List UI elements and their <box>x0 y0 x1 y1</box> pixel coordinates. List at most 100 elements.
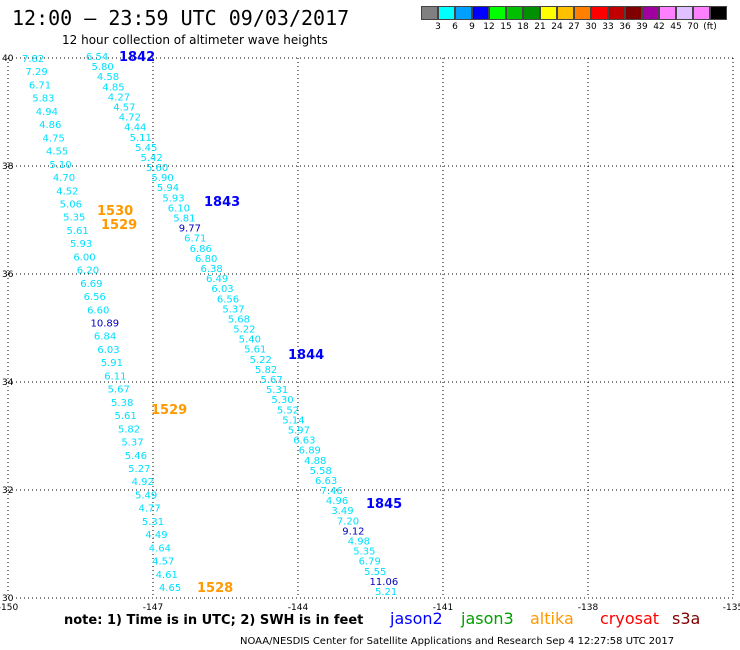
wave-height-value: 5.80 <box>91 62 113 73</box>
scale-tick-label: 33 <box>602 22 614 32</box>
wave-height-value: 4.61 <box>156 570 178 581</box>
wave-height-value: 9.12 <box>342 526 364 537</box>
wave-height-value: 6.80 <box>195 254 217 265</box>
wave-height-value: 4.57 <box>152 557 174 568</box>
wave-height-value: 4.75 <box>43 133 65 144</box>
scale-unit: (ft) <box>703 22 717 32</box>
wave-height-value: 4.85 <box>102 82 124 93</box>
scale-tick-label: 45 <box>670 22 682 32</box>
wave-height-value: 5.83 <box>32 94 54 105</box>
wave-height-value: 5.22 <box>250 355 272 366</box>
scale-swatch <box>642 6 659 20</box>
y-tick-label: 36 <box>2 270 14 280</box>
y-tick-label: 30 <box>2 594 14 604</box>
wave-height-value: 4.55 <box>46 147 68 158</box>
wave-height-value: 10.89 <box>91 319 120 330</box>
legend-item-jason3: jason3 <box>461 609 514 628</box>
wave-height-value: 4.77 <box>138 504 160 515</box>
wave-height-value: 5.61 <box>114 411 136 422</box>
wave-height-value: 5.27 <box>128 464 150 475</box>
scale-swatch <box>489 6 506 20</box>
wave-height-value: 4.65 <box>159 583 181 594</box>
pass-number-label: 1529 <box>101 218 137 233</box>
scale-tick-label: 36 <box>619 22 631 32</box>
wave-height-value: 5.30 <box>271 395 293 406</box>
scale-tick-label: 9 <box>469 22 475 32</box>
scale-swatch <box>506 6 523 20</box>
wave-height-value: 6.03 <box>97 345 119 356</box>
scale-swatch <box>608 6 625 20</box>
x-tick-label: -141 <box>433 603 453 613</box>
wave-height-value: 5.61 <box>67 226 89 237</box>
scale-tick-label: 21 <box>534 22 546 32</box>
wave-height-value: 4.98 <box>348 537 370 548</box>
wave-height-value: 5.49 <box>135 490 157 501</box>
wave-height-value: 5.94 <box>157 183 179 194</box>
scale-swatch <box>693 6 710 20</box>
scale-tick-label: 42 <box>653 22 665 32</box>
scale-swatch <box>523 6 540 20</box>
note: note: 1) Time is in UTC; 2) SWH is in fe… <box>64 613 364 628</box>
subtitle: 12 hour collection of altimeter wave hei… <box>62 33 328 47</box>
wave-height-value: 5.93 <box>162 193 184 204</box>
wave-height-value: 4.44 <box>124 123 146 134</box>
wave-height-value: 5.82 <box>255 365 277 376</box>
x-tick-label: -147 <box>143 603 163 613</box>
wave-height-value: 6.00 <box>73 252 95 263</box>
scale-tick-label: 6 <box>452 22 458 32</box>
wave-height-value: 5.52 <box>277 405 299 416</box>
scale-tick-label: 18 <box>517 22 529 32</box>
wave-height-value: 9.77 <box>179 224 201 235</box>
y-tick-label: 34 <box>2 378 14 388</box>
wave-height-value: 5.67 <box>260 375 282 386</box>
scale-swatch <box>557 6 574 20</box>
x-tick-label: -138 <box>578 603 599 613</box>
x-tick-label: -150 <box>0 603 18 613</box>
wave-height-value: 5.31 <box>142 517 164 528</box>
scale-tick-label: 30 <box>585 22 597 32</box>
wave-height-value: 6.84 <box>94 332 116 343</box>
pass-number-label: 1843 <box>204 195 240 210</box>
wave-height-value: 4.70 <box>53 173 75 184</box>
wave-height-value: 5.06 <box>60 199 82 210</box>
wave-height-value: 5.60 <box>146 163 168 174</box>
wave-height-value: 5.14 <box>282 415 304 426</box>
scale-tick-label: 27 <box>568 22 580 32</box>
wave-height-value: 6.11 <box>104 371 126 382</box>
scale-swatch <box>574 6 591 20</box>
wave-height-value: 5.10 <box>49 160 71 171</box>
scale-swatch <box>710 6 727 20</box>
wave-height-value: 5.68 <box>228 314 250 325</box>
wave-height-value: 4.58 <box>97 72 119 83</box>
wave-height-value: 6.89 <box>299 446 321 457</box>
scale-tick-label: 24 <box>551 22 563 32</box>
wave-height-value: 5.46 <box>125 451 147 462</box>
x-tick-label: -144 <box>288 603 309 613</box>
scale-swatch <box>421 6 438 20</box>
scale-tick-label: 15 <box>500 22 512 32</box>
wave-height-value: 5.40 <box>239 335 261 346</box>
wave-height-value: 6.60 <box>87 305 109 316</box>
scale-swatch <box>676 6 693 20</box>
wave-height-value: 5.35 <box>353 547 375 558</box>
wave-height-value: 5.42 <box>141 153 163 164</box>
wave-height-value: 7.82 <box>22 54 44 65</box>
scale-swatch <box>591 6 608 20</box>
wave-height-value: 4.27 <box>108 92 130 103</box>
wave-height-value: 11.06 <box>370 577 399 588</box>
wave-height-value: 4.96 <box>326 496 348 507</box>
y-tick-label: 38 <box>2 162 14 172</box>
wave-height-value: 5.21 <box>375 587 397 598</box>
wave-height-value: 4.57 <box>113 102 135 113</box>
wave-height-value: 6.49 <box>206 274 228 285</box>
wave-height-value: 6.86 <box>190 244 212 255</box>
wave-height-value: 5.67 <box>108 385 130 396</box>
scale-tick-label: 70 <box>687 22 699 32</box>
scale-tick-label: 39 <box>636 22 648 32</box>
wave-height-value: 5.35 <box>63 213 85 224</box>
pass-number-label: 1845 <box>366 497 402 512</box>
wave-height-value: 5.91 <box>101 358 123 369</box>
scale-swatch <box>472 6 489 20</box>
wave-height-value: 6.71 <box>184 234 206 245</box>
